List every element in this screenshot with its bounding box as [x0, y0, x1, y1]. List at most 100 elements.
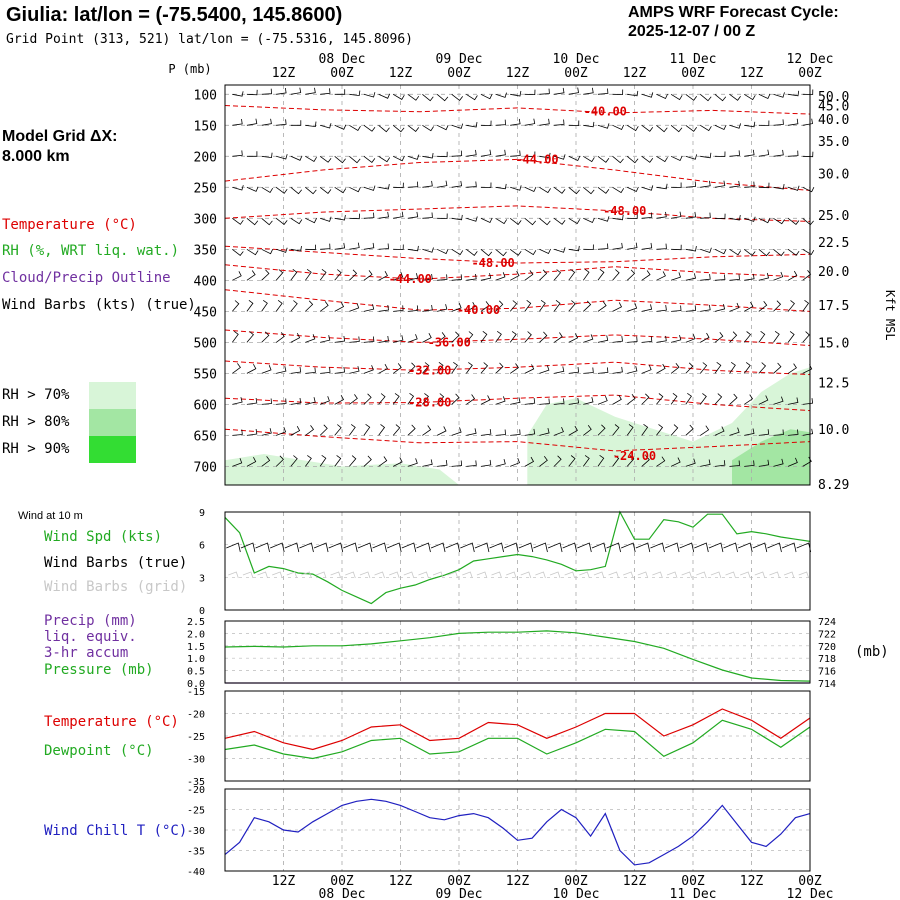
legend-cloud: Cloud/Precip Outline: [2, 270, 171, 286]
wind-barb: [802, 270, 812, 281]
wind-barb: [714, 213, 726, 220]
grid-wind-barb: [725, 571, 736, 579]
wind-barb: [407, 305, 419, 312]
wind-barb: [524, 331, 532, 343]
grid-wind-barb: [359, 571, 371, 579]
wind-barb: [378, 393, 386, 405]
wind-barb: [422, 124, 434, 132]
y-tick-label: 2.0: [187, 629, 205, 640]
wind-barb: [626, 155, 639, 164]
wind-barb: [451, 427, 462, 436]
top-tick-label: 00Z: [681, 66, 705, 81]
wind-barb: [641, 185, 654, 191]
wind-barb: [597, 454, 605, 467]
wind-barb: [729, 331, 738, 343]
wind-barb: [554, 366, 565, 374]
wind-barb: [407, 424, 416, 436]
wind-barb: [495, 429, 506, 436]
wind-barb: [554, 119, 565, 126]
wind-barb: [744, 273, 755, 281]
wind-barb: [276, 366, 287, 374]
wind-barb: [363, 124, 376, 132]
wind-barb: [466, 302, 476, 312]
kft-tick-label: 45.0: [818, 99, 849, 114]
bottom-tick-label: 00Z: [330, 874, 354, 889]
wind-barb: [553, 269, 562, 281]
wind-barb: [729, 361, 736, 374]
grid-wind-barb: [272, 571, 283, 579]
wind-barb: [729, 180, 740, 188]
wind-barb: [539, 248, 551, 255]
wind-barb: [641, 336, 653, 343]
wind-barb: [524, 428, 536, 436]
wind-barb: [232, 150, 243, 157]
wind-barb: [583, 367, 594, 374]
y-tick-label: -15: [187, 687, 205, 698]
wind-barb: [781, 542, 797, 553]
wind-barb: [773, 300, 782, 312]
temperature-contour-label: -24.00: [613, 449, 656, 463]
wind-barb: [305, 121, 317, 128]
wind-barb: [290, 87, 302, 95]
y-tick-label: -40: [187, 867, 205, 878]
panel-frame: [224, 788, 811, 872]
wind-barb: [290, 268, 298, 281]
wind-barb: [393, 211, 404, 219]
wind-barb: [451, 180, 463, 188]
wind-barb: [612, 424, 620, 436]
wind-barb: [305, 334, 316, 343]
wind-barb: [670, 392, 678, 405]
wind-barb: [539, 428, 550, 436]
wind-barb: [773, 119, 784, 126]
top-date-label: 10 Dec: [553, 52, 600, 67]
wind-barb: [480, 149, 492, 157]
wind-barb: [510, 150, 521, 157]
wind-barb: [568, 245, 580, 252]
wind-barb: [612, 214, 624, 221]
panel-frame: [224, 511, 811, 611]
wind-barb: [583, 186, 595, 195]
precip-label-3: 3-hr accum: [44, 645, 129, 661]
pressure-tick-label: 250: [194, 181, 217, 196]
pressure-tick-label-right: 714: [818, 679, 836, 690]
y-tick-label: 2.5: [187, 617, 205, 628]
wind-barb: [627, 213, 638, 219]
wind-barb: [378, 93, 391, 99]
wind-barb: [788, 118, 799, 126]
wind-barb: [393, 244, 404, 250]
grid-wind-barb: [593, 571, 605, 579]
wind-barb: [729, 274, 740, 281]
wind-barb: [445, 542, 461, 553]
wind-barb: [752, 542, 768, 553]
wind-barb: [671, 305, 682, 312]
wind-barb: [612, 302, 623, 312]
wind-barb: [378, 364, 388, 374]
top-tick-label: 12Z: [272, 66, 296, 81]
wind-barb: [480, 273, 492, 281]
wind-barb: [568, 186, 580, 195]
wind-barb: [261, 331, 270, 343]
wind-barb: [641, 304, 653, 312]
wind-barb: [313, 542, 329, 553]
wind-barb: [270, 542, 285, 553]
wind-barb: [641, 212, 653, 219]
wind-barb: [334, 424, 342, 436]
wind-barb: [509, 331, 517, 343]
wind-barb: [612, 269, 620, 281]
wind-barb: [729, 427, 740, 436]
top-tick-label: 00Z: [447, 66, 471, 81]
wind-barb: [255, 542, 270, 553]
grid-wind-barb: [564, 571, 576, 579]
wind-barb: [246, 270, 256, 281]
wind-barb: [700, 425, 710, 436]
wind-barb: [407, 273, 419, 281]
wind-barb: [553, 247, 566, 253]
wind-barb: [246, 186, 259, 192]
wind-barb: [553, 426, 564, 436]
wind-barb: [700, 212, 711, 219]
legend-rh70-swatch: [89, 382, 136, 409]
bottom-tick-label: 12Z: [389, 874, 413, 889]
temperature-contour-label: -28.00: [408, 396, 451, 410]
wind-barb: [568, 455, 576, 467]
wind-barb: [290, 397, 302, 405]
